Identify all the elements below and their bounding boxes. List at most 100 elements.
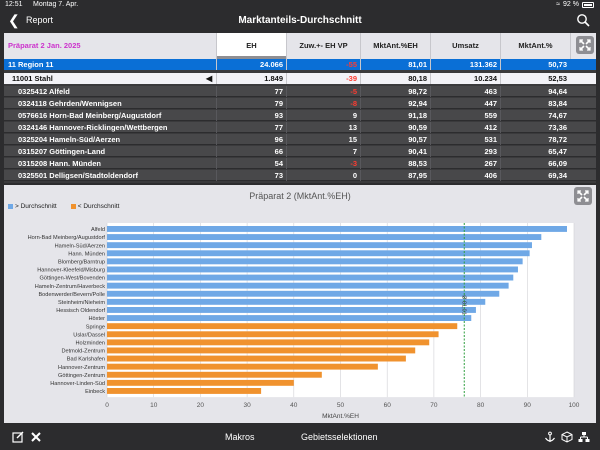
category-label: Hameln-Süd/Aerzen xyxy=(55,243,105,249)
chart-expand-button[interactable] xyxy=(574,187,592,205)
cell-mktant: 94,64 xyxy=(500,86,570,97)
bar xyxy=(107,379,294,386)
cell-eh: 93 xyxy=(216,110,286,121)
status-bar: 12:51 Montag 7. Apr. ≈ 92 % xyxy=(0,0,600,10)
collapse-arrow-icon[interactable]: ◀ xyxy=(206,74,213,83)
bar xyxy=(107,266,518,273)
row-name: 0324118 Gehrden/Wennigsen xyxy=(18,99,122,108)
cell-mktant-eh: 98,72 xyxy=(360,86,430,97)
row-name: 0325204 Hameln-Süd/Aerzen xyxy=(18,135,121,144)
table-row[interactable]: 0315208 Hann. Münden 54 -3 88,53 267 66,09 xyxy=(4,158,596,169)
category-label: Horn-Bad Meinberg/Augustdorf xyxy=(28,235,106,241)
column-header-mktant-eh[interactable]: MktAnt.%EH xyxy=(360,33,430,59)
table-expand-button[interactable] xyxy=(576,36,594,54)
x-axis-label: MktAnt.%EH xyxy=(322,413,359,420)
category-label: Göttingen-Zentrum xyxy=(58,373,105,379)
cell-mktant-eh: 90,59 xyxy=(360,122,430,133)
category-label: Uslar/Dassel xyxy=(73,332,105,338)
back-button[interactable]: Report xyxy=(26,15,54,25)
category-label: Alfeld xyxy=(91,227,105,233)
cell-eh: 24.066 xyxy=(216,59,286,70)
battery-icon xyxy=(582,1,594,8)
cell-mktant-eh: 81,01 xyxy=(360,59,430,70)
makros-button[interactable]: Makros xyxy=(225,432,255,442)
cell-eh: 96 xyxy=(216,134,286,145)
column-header-zuwachs[interactable]: Zuw.+- EH VP xyxy=(286,33,360,59)
cell-mktant-eh: 90,41 xyxy=(360,146,430,157)
cell-zuwachs: 7 xyxy=(286,146,360,157)
bar xyxy=(107,290,500,297)
category-label: Blomberg/Barntrup xyxy=(58,260,105,266)
chart-legend: > Durchschnitt < Durchschnitt xyxy=(8,203,119,210)
bar-chart: 0 10 20 30 40 50 60 70 80 90 100 Alfeld Horn-Bad Mei… xyxy=(28,223,580,420)
x-tick-label: 20 xyxy=(197,402,205,409)
cell-mktant: 66,09 xyxy=(500,158,570,169)
cube-icon[interactable] xyxy=(561,431,573,443)
anchor-icon[interactable] xyxy=(544,431,556,443)
category-label: Springe xyxy=(86,324,105,330)
cell-eh: 73 xyxy=(216,170,286,181)
x-tick-label: 100 xyxy=(569,402,580,409)
x-tick-label: 90 xyxy=(524,402,532,409)
cell-mktant: 69,34 xyxy=(500,170,570,181)
bar xyxy=(107,371,322,378)
bar xyxy=(107,388,262,394)
table-row[interactable]: 0315207 Göttingen-Land 66 7 90,41 293 65,47 xyxy=(4,146,596,157)
cell-mktant: 78,72 xyxy=(500,134,570,145)
bar xyxy=(107,226,567,232)
table-row[interactable]: 0325204 Hameln-Süd/Aerzen 96 15 90,57 531 78,… xyxy=(4,134,596,145)
x-tick-label: 30 xyxy=(243,402,251,409)
category-label: Hessisch Oldendorf xyxy=(56,308,105,314)
cell-mktant-eh: 91,18 xyxy=(360,110,430,121)
cell-umsatz: 293 xyxy=(430,146,500,157)
category-label: Hannover-Linden-Süd xyxy=(50,381,105,387)
column-header-eh[interactable]: EH xyxy=(216,33,286,59)
table-row[interactable]: 0325501 Delligsen/Stadtoldendorf 73 0 87,95… xyxy=(4,170,596,181)
edit-icon[interactable] xyxy=(12,431,24,443)
search-icon[interactable] xyxy=(576,13,590,27)
row-name: 0325412 Alfeld xyxy=(18,87,70,96)
table-row[interactable]: 0576616 Horn-Bad Meinberg/Augustdorf 93 9 9… xyxy=(4,110,596,121)
cell-zuwachs: 15 xyxy=(286,134,360,145)
legend-item-above: > Durchschnitt xyxy=(8,203,57,210)
page-title: Marktanteils-Durchschnitt xyxy=(238,15,362,26)
row-name: 0315208 Hann. Münden xyxy=(18,159,101,168)
category-label: Einbeck xyxy=(85,389,105,395)
column-header-mktant[interactable]: MktAnt.% xyxy=(500,33,570,59)
legend-item-below: < Durchschnitt xyxy=(70,203,119,210)
hierarchy-icon[interactable] xyxy=(578,431,590,443)
back-chevron-icon[interactable]: ❮ xyxy=(8,12,20,28)
category-label: Höxter xyxy=(89,316,106,322)
expand-icon xyxy=(579,39,591,51)
wifi-icon: ≈ xyxy=(556,1,561,8)
battery-level: 92 % xyxy=(563,1,579,8)
chart-panel: 0 10 20 30 40 50 60 70 80 90 100 Alfeld Horn-Bad Mei… xyxy=(4,185,596,423)
tools-icon[interactable] xyxy=(30,431,42,443)
status-right: ≈ 92 % xyxy=(556,1,594,8)
cell-eh: 77 xyxy=(216,86,286,97)
cell-umsatz: 10.234 xyxy=(430,73,500,84)
table-row[interactable]: 0324146 Hannover-Ricklingen/Wettbergen 77… xyxy=(4,122,596,133)
cell-mktant-eh: 87,95 xyxy=(360,170,430,181)
cell-mktant: 65,47 xyxy=(500,146,570,157)
cell-mktant: 73,36 xyxy=(500,122,570,133)
table-row-sub[interactable]: 11001 Stahl ◀ 1.849 -39 80,18 10.234 52,… xyxy=(4,73,596,84)
bar xyxy=(107,282,509,289)
bar xyxy=(107,331,439,338)
table-row[interactable]: 0324118 Gehrden/Wennigsen 79 -8 92,94 447 83,… xyxy=(4,98,596,109)
column-header-umsatz[interactable]: Umsatz xyxy=(430,33,500,59)
cell-umsatz: 531 xyxy=(430,134,500,145)
cell-zuwachs: -5 xyxy=(286,86,360,97)
cell-eh: 54 xyxy=(216,158,286,169)
chart-title: Präparat 2 (MktAnt.%EH) xyxy=(249,191,351,201)
status-time: 12:51 xyxy=(5,1,23,8)
gebietsselektionen-button[interactable]: Gebietsselektionen xyxy=(301,432,378,442)
header-preparation[interactable]: Präparat 2 Jan. 2025 xyxy=(8,41,81,50)
row-name: 0325501 Delligsen/Stadtoldendorf xyxy=(18,171,139,180)
table-row[interactable]: 0325412 Alfeld 77 -5 98,72 463 94,64 xyxy=(4,86,596,97)
row-name: 11 Region 11 xyxy=(8,60,54,69)
table-row-region[interactable]: 11 Region 11 24.066 -55 81,01 131.362 50… xyxy=(4,59,596,70)
bar xyxy=(107,315,472,321)
status-date: Montag 7. Apr. xyxy=(33,1,79,8)
category-label: Detmold-Zentrum xyxy=(61,349,105,355)
